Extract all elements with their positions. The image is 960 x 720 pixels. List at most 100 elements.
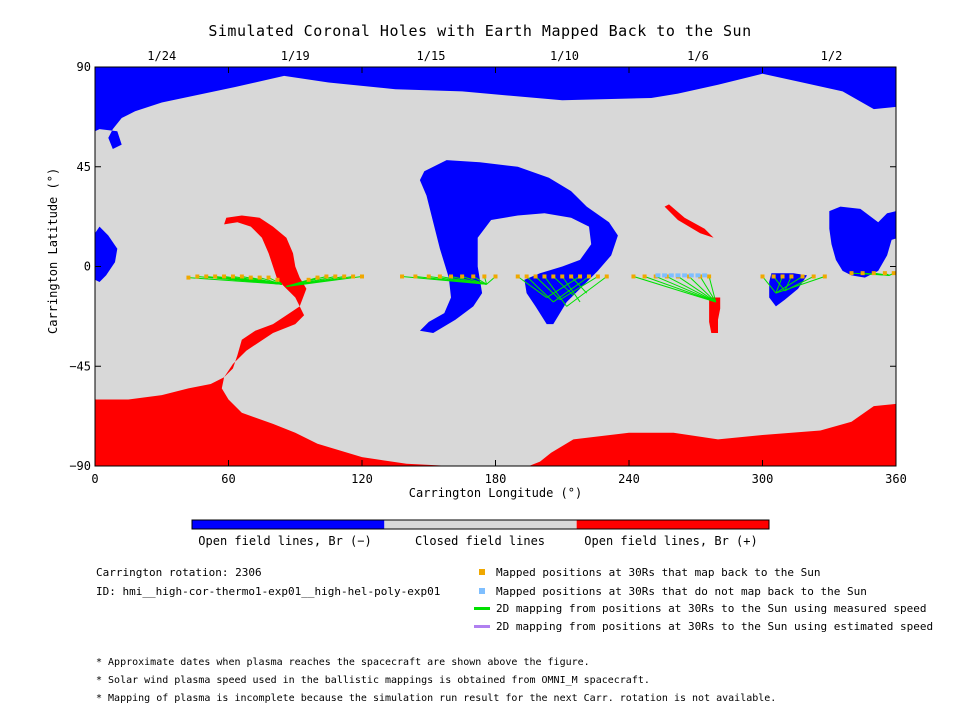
negative-region-2 xyxy=(419,160,618,333)
mapping-line xyxy=(784,276,792,292)
date-label: 1/15 xyxy=(417,49,446,63)
unmapped-point xyxy=(668,273,674,278)
mapping-line xyxy=(566,276,608,307)
mapped-point xyxy=(437,274,442,279)
mapped-point xyxy=(586,274,591,279)
mapped-point xyxy=(493,274,498,279)
mapped-point xyxy=(275,277,280,282)
axes: 0 60 120 180 240 300 360 −90 −45 0 45 90 1/24 1/19 1/1… xyxy=(69,49,907,486)
mapped-point xyxy=(542,274,547,279)
mapped-point xyxy=(860,271,865,276)
mapped-point xyxy=(186,275,191,280)
legend-estimated: 2D mapping from positions at 30Rs to the… xyxy=(496,620,934,633)
y-tick-label: −45 xyxy=(69,359,91,373)
mapped-point xyxy=(342,274,347,279)
x-tick-label: 60 xyxy=(221,472,235,486)
mapping-line xyxy=(775,276,783,294)
mapped-point xyxy=(426,274,431,279)
mapping-line xyxy=(677,276,717,303)
mapped-point xyxy=(230,274,235,279)
carrington-rotation: Carrington rotation: 2306 xyxy=(96,566,262,579)
colorbar-segment xyxy=(192,520,385,529)
positive-region-2 xyxy=(709,297,721,333)
mapping-line xyxy=(688,276,717,303)
mapped-point xyxy=(800,274,805,279)
mapped-point xyxy=(266,275,271,280)
unmapped-point xyxy=(682,273,688,278)
mapping-line xyxy=(553,276,574,296)
mapped-point xyxy=(460,274,465,279)
mapping-line xyxy=(553,276,590,303)
mapped-point xyxy=(551,274,556,279)
measured-swatch xyxy=(474,607,490,610)
colorbar-segment xyxy=(384,520,577,529)
unmapped-point xyxy=(695,273,701,278)
mapping-line xyxy=(775,276,803,294)
mapping-line xyxy=(286,275,363,287)
date-label: 1/2 xyxy=(821,49,843,63)
mapping-line xyxy=(461,275,487,285)
mapped-point xyxy=(780,274,785,279)
colorbar-label-positive: Open field lines, Br (+) xyxy=(584,534,758,548)
chart-title: Simulated Coronal Holes with Earth Mappe… xyxy=(208,22,752,40)
mapping-line xyxy=(559,276,599,301)
run-id: ID: hmi__high-cor-thermo1-exp01__high-he… xyxy=(96,585,441,598)
colorbar-frame xyxy=(191,519,770,530)
unmapped-point xyxy=(702,273,708,278)
unmapped-point xyxy=(688,273,694,278)
mapped-point xyxy=(204,274,209,279)
legend-measured: 2D mapping from positions at 30Rs to the… xyxy=(496,602,927,615)
mapping-line xyxy=(472,276,487,285)
mapped-point xyxy=(771,274,776,279)
mapping-line xyxy=(633,275,716,303)
negative-region-0 xyxy=(95,67,896,149)
mapped-point xyxy=(324,274,329,279)
positive-region-1 xyxy=(664,204,714,238)
date-label: 1/19 xyxy=(281,49,310,63)
mapping-line xyxy=(762,276,777,294)
unmapped-swatch xyxy=(479,588,485,594)
colorbar-label-closed: Closed field lines xyxy=(414,534,546,548)
mapped-swatch xyxy=(479,569,485,575)
unmapped-point xyxy=(662,273,668,278)
unmapped-point xyxy=(675,273,681,278)
mapped-point xyxy=(360,274,364,279)
note-dates: * Approximate dates when plasma reaches … xyxy=(96,657,590,668)
mapped-point xyxy=(239,274,244,279)
colorbar xyxy=(191,519,770,530)
mapping-line xyxy=(450,275,487,285)
mapped-point xyxy=(871,271,876,276)
mapped-point xyxy=(222,274,227,279)
mapped-point xyxy=(631,274,636,279)
mapping-line xyxy=(535,276,561,301)
map-regions xyxy=(95,67,896,466)
mapped-point xyxy=(213,274,218,279)
colorbar-segment xyxy=(576,520,769,529)
mapped-point xyxy=(195,274,200,279)
mapped-point xyxy=(524,274,529,279)
x-tick-label: 0 xyxy=(91,472,98,486)
mapping-line xyxy=(644,276,716,303)
y-tick-label: 90 xyxy=(77,60,91,74)
mapping-line xyxy=(775,276,825,294)
mapping-line xyxy=(268,277,283,285)
x-axis-label: Carrington Longitude (°) xyxy=(408,486,583,500)
mapped-point xyxy=(306,277,311,282)
mapped-point xyxy=(315,275,320,280)
x-tick-label: 300 xyxy=(752,472,774,486)
mapped-point xyxy=(595,274,600,279)
note-speed: * Solar wind plasma speed used in the ba… xyxy=(96,675,650,686)
estimated-swatch xyxy=(474,625,490,628)
mapped-point xyxy=(351,274,356,279)
mapping-line xyxy=(699,276,717,303)
mapping-line xyxy=(708,276,717,303)
negative-region-3 xyxy=(829,206,896,278)
mapped-point xyxy=(822,274,827,279)
mapped-point xyxy=(811,274,816,279)
mapped-point xyxy=(333,274,338,279)
positive-region-0 xyxy=(95,215,896,466)
mapped-point xyxy=(882,271,887,276)
colorbar-label-negative: Open field lines, Br (−) xyxy=(198,534,372,548)
mapping-line xyxy=(517,276,547,298)
